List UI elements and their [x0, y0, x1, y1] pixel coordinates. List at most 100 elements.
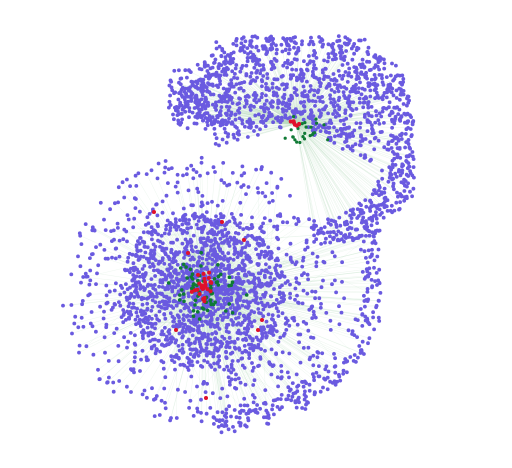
graph-node: [273, 258, 278, 263]
graph-node: [213, 105, 218, 110]
graph-node: [223, 302, 228, 307]
graph-node: [173, 217, 178, 222]
graph-node: [104, 283, 109, 288]
graph-node: [160, 256, 165, 261]
graph-node: [229, 111, 234, 116]
graph-node: [240, 350, 245, 355]
graph-node: [389, 146, 394, 150]
graph-node: [202, 224, 207, 229]
graph-node: [120, 180, 125, 185]
graph-node: [211, 92, 216, 97]
graph-node: [137, 257, 141, 262]
graph-node: [180, 222, 185, 227]
graph-node: [300, 111, 304, 116]
graph-node: [213, 309, 218, 313]
graph-node: [332, 82, 337, 87]
graph-node: [306, 328, 311, 333]
graph-node: [178, 218, 182, 223]
graph-node: [314, 264, 319, 269]
graph-node: [254, 297, 258, 302]
graph-edge: [295, 86, 328, 125]
graph-node: [372, 66, 377, 70]
graph-node: [205, 123, 210, 128]
graph-node: [184, 339, 189, 344]
graph-node: [237, 225, 242, 230]
graph-node: [264, 93, 268, 98]
graph-node: [330, 45, 335, 50]
graph-node: [184, 270, 189, 274]
graph-node: [156, 261, 161, 266]
graph-node: [176, 324, 180, 329]
graph-node: [198, 114, 202, 119]
graph-node: [262, 102, 267, 107]
graph-node: [259, 68, 264, 72]
graph-edge: [295, 94, 362, 125]
graph-node: [170, 222, 174, 227]
graph-node: [233, 72, 237, 76]
graph-node: [339, 48, 343, 52]
graph-node: [152, 248, 157, 253]
graph-edge: [295, 123, 315, 222]
graph-node: [183, 322, 187, 327]
graph-node: [306, 277, 310, 282]
graph-node: [152, 283, 157, 287]
graph-node: [189, 244, 194, 249]
graph-edge: [203, 289, 242, 334]
graph-node: [292, 90, 297, 95]
graph-node: [247, 319, 252, 324]
graph-node: [336, 98, 341, 103]
graph-edge: [295, 85, 340, 125]
graph-node: [160, 299, 165, 304]
graph-node: [309, 35, 313, 40]
graph-node: [177, 331, 182, 336]
graph-node: [239, 173, 244, 178]
graph-node: [139, 297, 144, 302]
graph-node: [240, 246, 245, 250]
graph-node: [232, 286, 237, 291]
graph-node: [361, 210, 366, 215]
graph-node: [301, 75, 306, 80]
graph-node: [244, 73, 249, 78]
graph-node: [159, 233, 164, 238]
graph-node: [239, 41, 244, 46]
graph-edge: [295, 123, 377, 213]
graph-node: [362, 65, 367, 69]
graph-node: [282, 87, 287, 92]
graph-node: [162, 261, 167, 266]
graph-node: [127, 251, 132, 256]
graph-node: [245, 305, 250, 310]
graph-node: [145, 301, 150, 306]
graph-node: [302, 59, 306, 64]
graph-node: [401, 163, 405, 168]
graph-node: [267, 257, 272, 261]
graph-edge: [203, 289, 250, 411]
graph-node: [400, 168, 405, 173]
graph-node: [257, 98, 262, 103]
graph-node: [321, 42, 325, 47]
graph-node: [380, 176, 385, 181]
graph-node: [197, 255, 202, 260]
graph-node: [227, 336, 232, 340]
graph-node: [221, 215, 226, 220]
graph-node: [213, 238, 217, 243]
graph-node: [307, 217, 311, 222]
graph-node: [341, 90, 346, 95]
graph-node: [368, 88, 373, 93]
graph-node: [142, 288, 147, 292]
graph-node: [141, 309, 146, 314]
graph-node: [177, 68, 181, 73]
graph-node: [153, 258, 158, 262]
graph-node: [351, 134, 355, 138]
graph-edge: [221, 120, 297, 125]
graph-node: [242, 80, 247, 84]
graph-node: [205, 360, 210, 365]
graph-node: [390, 177, 394, 182]
graph-node: [353, 87, 358, 92]
graph-node: [152, 268, 156, 273]
graph-node: [266, 312, 271, 317]
graph-node: [124, 282, 128, 286]
graph-node: [169, 340, 174, 344]
graph-node: [260, 84, 264, 89]
graph-node: [391, 78, 395, 83]
graph-node: [378, 213, 382, 217]
